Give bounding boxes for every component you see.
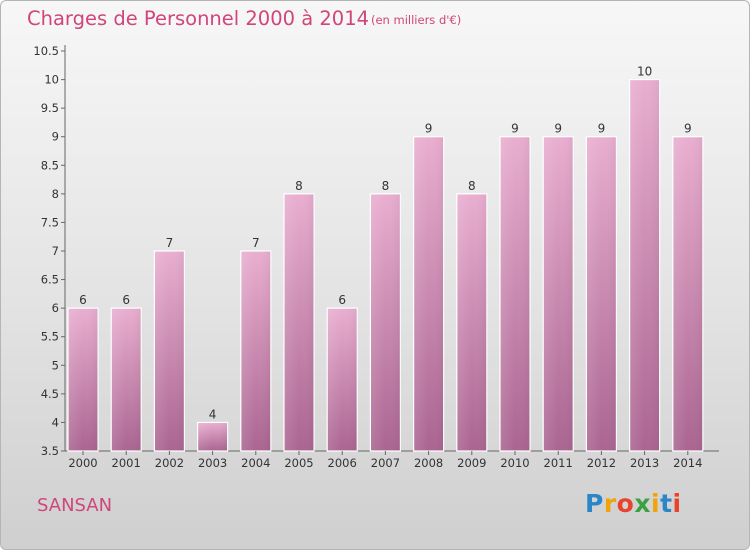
y-tick-label: 5.5 <box>41 330 59 344</box>
bar-shine <box>370 193 401 451</box>
x-tick-label: 2010 <box>500 456 529 470</box>
x-tick-label: 2002 <box>155 456 184 470</box>
bar-shine <box>672 136 703 451</box>
y-tick-label: 6 <box>52 301 59 315</box>
x-tick-label: 2011 <box>544 456 573 470</box>
x-tick-label: 2013 <box>630 456 659 470</box>
y-axis-ticks: 3.5 4 4.5 5 5.5 6 6.5 7 7.5 8 8.5 9 9.5 10 10.5 <box>33 44 65 458</box>
bar-shine <box>68 308 98 451</box>
x-tick-label: 2003 <box>198 456 227 470</box>
bar-value-label: 9 <box>598 122 606 136</box>
y-tick-label: 10 <box>44 73 59 87</box>
y-tick-label: 10.5 <box>33 44 59 58</box>
y-tick-label: 9.5 <box>41 101 59 115</box>
x-axis-labels: 2000 2001 2002 2003 2004 2005 2006 2007 2008 2009… <box>68 451 702 470</box>
bar-value-label: 6 <box>338 293 346 307</box>
bar-shine <box>413 136 444 451</box>
bar-value-label: 9 <box>684 122 692 136</box>
bar-value-label: 4 <box>209 407 217 421</box>
x-tick-label: 2004 <box>241 456 270 470</box>
x-tick-label: 2008 <box>414 456 443 470</box>
bar-shine <box>154 251 185 451</box>
y-tick-label: 4 <box>52 415 59 429</box>
bar-value-label: 6 <box>122 293 130 307</box>
chart-title: Charges de Personnel 2000 à 2014 <box>27 7 370 30</box>
y-tick-label: 5 <box>52 358 59 372</box>
proxiti-logo[interactable]: Proxiti <box>585 489 682 518</box>
x-tick-label: 2014 <box>673 456 702 470</box>
bar-shine <box>543 136 574 451</box>
bar-shine <box>586 136 617 451</box>
bar-value-label: 8 <box>382 179 390 193</box>
y-tick-label: 4.5 <box>41 387 59 401</box>
x-tick-label: 2005 <box>284 456 313 470</box>
bar-value-label: 7 <box>166 236 174 250</box>
bar-value-label: 6 <box>79 293 87 307</box>
bar-shine <box>456 193 487 451</box>
x-tick-label: 2007 <box>371 456 400 470</box>
bar-value-label: 9 <box>511 122 519 136</box>
bar-value-label: 9 <box>425 122 433 136</box>
bar-value-label: 10 <box>637 65 652 79</box>
bar-value-label: 9 <box>554 122 562 136</box>
bar-value-label: 8 <box>295 179 303 193</box>
commune-name: SANSAN <box>37 495 113 516</box>
y-tick-label: 6.5 <box>41 273 59 287</box>
x-tick-label: 2012 <box>587 456 616 470</box>
bar-shine <box>500 136 530 451</box>
bar-shine <box>111 308 142 451</box>
x-tick-label: 2000 <box>68 456 97 470</box>
x-tick-label: 2006 <box>328 456 357 470</box>
x-tick-label: 2001 <box>112 456 141 470</box>
bars <box>67 78 704 452</box>
y-tick-label: 7.5 <box>41 215 59 229</box>
bar-shine <box>284 193 314 451</box>
value-labels: 6 6 7 4 7 8 6 8 9 8 9 9 9 10 9 <box>79 65 691 422</box>
bar-shine <box>629 79 660 452</box>
bar-shine <box>327 308 358 451</box>
y-tick-label: 8 <box>52 187 59 201</box>
y-tick-label: 8.5 <box>41 158 59 172</box>
x-tick-label: 2009 <box>457 456 486 470</box>
chart-subtitle: (en milliers d'€) <box>371 13 462 27</box>
y-tick-label: 7 <box>52 244 59 258</box>
y-tick-label: 3.5 <box>41 444 59 458</box>
bar-value-label: 8 <box>468 179 476 193</box>
bar-shine <box>197 422 228 451</box>
bar-shine <box>240 251 271 451</box>
y-tick-label: 9 <box>52 130 59 144</box>
bar-value-label: 7 <box>252 236 260 250</box>
